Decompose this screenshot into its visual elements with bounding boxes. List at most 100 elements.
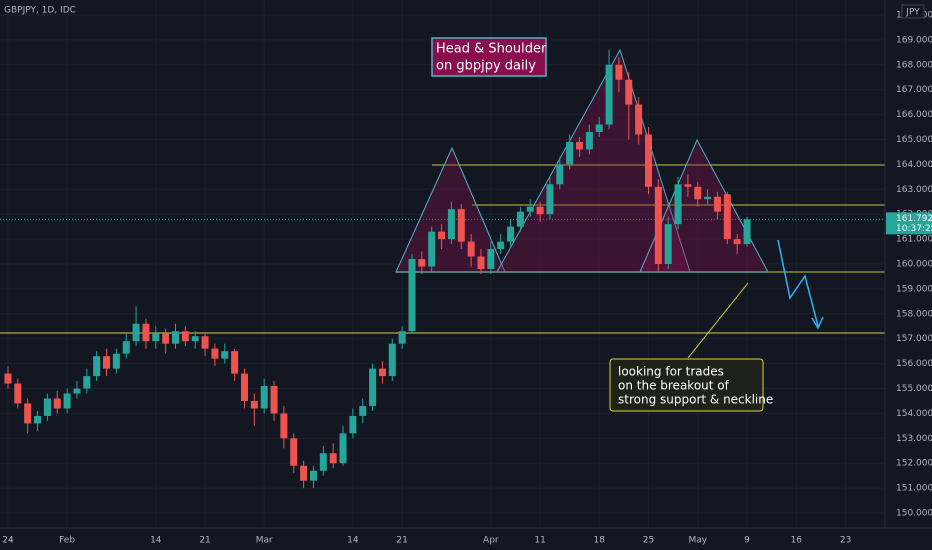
annotation-text: Head & Shoulder <box>436 42 547 57</box>
annotation: looking for trades on the breakout of st… <box>609 358 773 412</box>
candle-body <box>743 219 751 245</box>
candle-body <box>24 403 32 424</box>
x-tick-label: 18 <box>594 536 606 546</box>
candle-body <box>388 343 396 377</box>
candle-body <box>546 184 554 215</box>
candle-body <box>467 241 475 257</box>
candle-body <box>428 231 436 267</box>
y-tick-label: 164.000 <box>896 160 932 170</box>
candle-body <box>231 351 239 374</box>
candle-body <box>329 453 337 464</box>
candle-body <box>645 134 653 187</box>
y-tick-label: 158.000 <box>896 309 932 319</box>
candle-body <box>250 400 258 409</box>
candle-body <box>408 259 416 332</box>
candle-body <box>507 226 515 242</box>
annotation-box <box>431 37 547 77</box>
candle-body <box>14 383 22 404</box>
candle-body <box>457 209 465 242</box>
candle-body <box>713 196 721 212</box>
candle-body <box>309 470 317 481</box>
y-tick-label: 166.000 <box>896 110 932 120</box>
right-shoulder <box>639 138 769 273</box>
candle-body <box>359 405 367 416</box>
y-tick-label: 165.000 <box>896 135 932 145</box>
currency-box <box>901 4 925 19</box>
candles <box>4 49 751 489</box>
x-tick-label: May <box>688 536 707 546</box>
x-tick-label: 24 <box>2 536 14 546</box>
y-tick-label: 160.000 <box>896 260 932 270</box>
candle-body <box>339 433 347 464</box>
candle-body <box>447 209 455 240</box>
x-tick-label: 25 <box>643 536 654 546</box>
x-tick-label: 14 <box>347 536 359 546</box>
candle-body <box>526 206 534 212</box>
grid <box>0 218 885 220</box>
symbol-title: GBPJPY, 1D, IDC <box>4 6 76 16</box>
candle-body <box>211 348 219 359</box>
candle-body <box>132 323 140 342</box>
candle-body <box>349 415 357 434</box>
y-tick-label: 161.000 <box>896 235 932 245</box>
candle-body <box>34 415 42 424</box>
candle-body <box>270 386 278 414</box>
x-tick-label: 11 <box>534 536 545 546</box>
currency: JPY <box>905 8 920 18</box>
candle-body <box>181 331 189 342</box>
candle-body <box>398 331 406 344</box>
y-tick-label: 163.000 <box>896 185 932 195</box>
candle-body <box>378 368 386 377</box>
candle-body <box>615 64 623 80</box>
candle-body <box>674 184 682 225</box>
candle-body <box>73 388 81 394</box>
candle-body <box>112 353 120 369</box>
candle-body <box>704 196 712 200</box>
y-tick-label: 157.000 <box>896 334 932 344</box>
x-tick-label: Mar <box>256 536 273 546</box>
candle-body <box>221 351 229 359</box>
candle-body <box>733 239 741 245</box>
y-tick-label: 152.000 <box>896 459 932 469</box>
y-tick-label: 151.000 <box>896 484 932 494</box>
annotation-text: on gbpjpy daily <box>436 59 536 74</box>
candle-body <box>280 413 288 439</box>
candle-body <box>684 184 692 187</box>
axes: 150.000 151.000 152.000 153.000 154.000 155.0… <box>2 10 932 545</box>
x-tick-label: 14 <box>150 536 162 546</box>
candle-body <box>585 132 593 150</box>
candle-body <box>654 186 662 264</box>
y-tick-label: 155.000 <box>896 384 932 394</box>
annotation-text: strong support & neckline <box>618 393 773 407</box>
candle-body <box>595 124 603 132</box>
x-tick-label: 9 <box>744 536 750 546</box>
candle-body <box>83 376 91 389</box>
candle-body <box>240 373 248 401</box>
x-tick-label: 21 <box>396 536 407 546</box>
candle-body <box>418 259 426 267</box>
y-tick-label: 150.000 <box>896 509 932 519</box>
candle-body <box>576 141 584 150</box>
head <box>496 48 691 273</box>
candle-body <box>556 164 564 185</box>
candle-body <box>635 104 643 135</box>
candle-body <box>142 323 150 342</box>
candle-body <box>625 79 633 105</box>
candle-body <box>497 241 505 250</box>
candle-body <box>723 194 731 240</box>
candle-body <box>516 211 524 227</box>
candle-body <box>300 465 308 481</box>
price-tag-countdown: 10:37:25 <box>896 224 932 234</box>
y-tick-label: 153.000 <box>896 434 932 444</box>
y-tick-label: 168.000 <box>896 60 932 70</box>
candle-body <box>152 333 160 342</box>
candle-body <box>201 336 209 349</box>
candle-body <box>487 249 495 269</box>
candle-body <box>93 356 101 377</box>
candle-body <box>162 333 170 344</box>
y-tick-label: 159.000 <box>896 284 932 294</box>
candle-body <box>664 224 672 264</box>
candle-body <box>694 186 702 200</box>
